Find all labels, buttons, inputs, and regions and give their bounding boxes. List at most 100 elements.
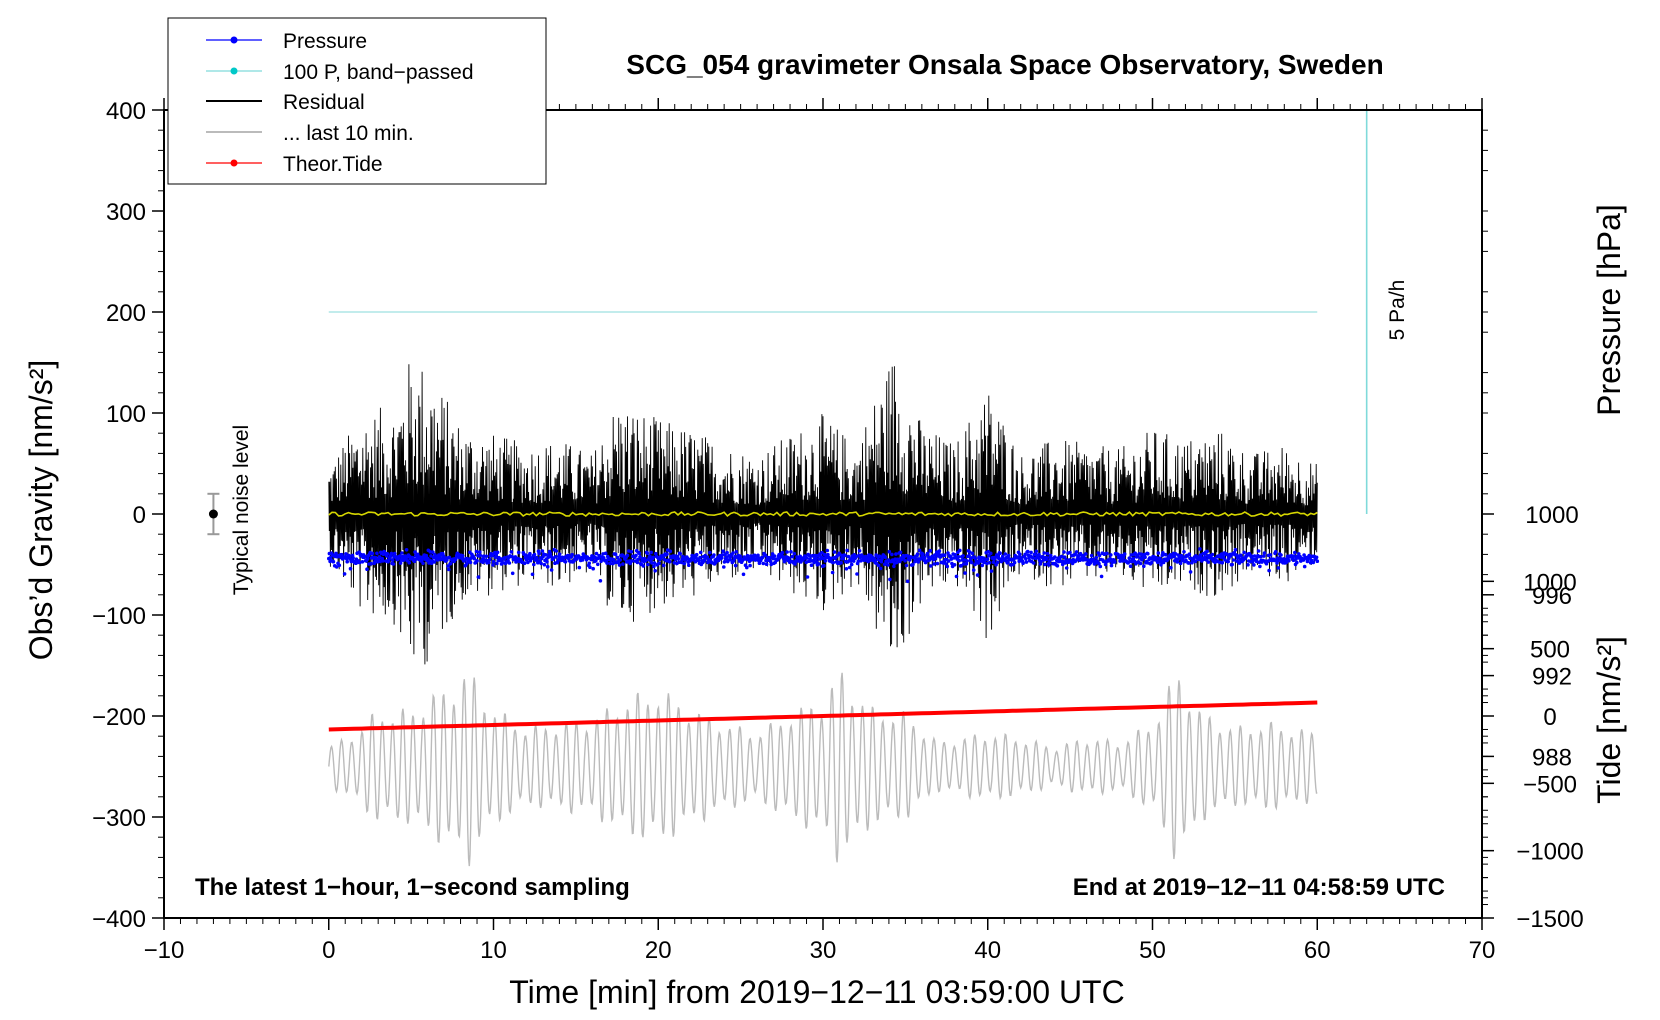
- pressure-point: [1178, 561, 1183, 566]
- pressure-point: [476, 575, 481, 579]
- pressure-point: [577, 565, 582, 570]
- pressure-point: [650, 561, 654, 565]
- x-tick-label: −10: [144, 937, 185, 964]
- pressure-point: [1149, 560, 1154, 565]
- pressure-point: [975, 573, 980, 577]
- pressure-point: [474, 549, 479, 554]
- pressure-point: [1210, 552, 1215, 557]
- pressure-point: [927, 555, 931, 560]
- pressure-point: [790, 554, 795, 559]
- pressure-point: [1097, 561, 1101, 566]
- pressure-point: [487, 560, 491, 565]
- pressure-point: [1220, 560, 1225, 565]
- pressure-point: [1198, 553, 1203, 557]
- pressure-point: [1246, 563, 1250, 567]
- pressure-point: [929, 564, 933, 568]
- pressure-point: [1275, 561, 1279, 565]
- y-axis-title-left: Obs’d Gravity [nm/s²]: [23, 360, 59, 661]
- legend-item-pressure: Pressure: [206, 30, 367, 53]
- pressure-point: [1039, 559, 1043, 564]
- pressure-point: [813, 553, 818, 558]
- pressure-point: [745, 565, 749, 570]
- pressure-point: [923, 555, 927, 560]
- pressure-point: [1016, 556, 1020, 560]
- pressure-point: [843, 553, 847, 558]
- legend-dot-tide: [230, 159, 238, 167]
- pressure-point: [857, 549, 862, 553]
- pressure-point: [344, 552, 348, 556]
- pressure-point: [995, 560, 1000, 564]
- pressure-point: [1172, 554, 1176, 559]
- pressure-point: [1003, 552, 1008, 556]
- pressure-point: [894, 560, 899, 565]
- pressure-point: [748, 563, 752, 568]
- y-tick-label: 200: [106, 300, 146, 327]
- pressure-point: [1047, 563, 1051, 567]
- pressure-point: [989, 551, 993, 556]
- pressure-point: [424, 553, 429, 558]
- y-tick-label: −200: [92, 704, 146, 731]
- pressure-point: [404, 548, 409, 552]
- pressure-point: [720, 556, 724, 560]
- pressure-point: [580, 558, 585, 562]
- pressure-point: [539, 561, 543, 566]
- pressure-point: [830, 570, 835, 575]
- pressure-point: [1237, 561, 1242, 565]
- pressure-point: [617, 563, 622, 567]
- pressure-point: [1302, 564, 1307, 569]
- pressure-point: [987, 560, 992, 565]
- pressure-point: [1242, 550, 1246, 555]
- scale-bar-label: 5 Pa/h: [1386, 280, 1409, 341]
- pressure-point: [839, 560, 843, 565]
- pressure-point: [752, 553, 757, 558]
- pressure-point: [1128, 564, 1133, 568]
- pressure-point: [1258, 554, 1263, 559]
- pressure-point: [484, 554, 489, 559]
- pressure-point: [728, 557, 733, 562]
- pressure-point: [970, 551, 975, 556]
- pressure-point: [1295, 560, 1299, 565]
- pressure-point: [1287, 558, 1291, 563]
- pressure-point: [1024, 560, 1029, 564]
- y-axis-title-pressure: Pressure [hPa]: [1591, 204, 1627, 416]
- tide-tick-label: −1000: [1516, 839, 1583, 866]
- pressure-point: [894, 552, 898, 556]
- pressure-point: [1258, 564, 1262, 569]
- pressure-point: [820, 550, 824, 555]
- pressure-point: [1042, 551, 1046, 555]
- pressure-point: [365, 567, 369, 571]
- pressure-point: [1094, 555, 1099, 560]
- pressure-point: [805, 575, 810, 579]
- pressure-point: [846, 554, 851, 559]
- pressure-point: [1169, 565, 1173, 570]
- pressure-point: [637, 551, 642, 555]
- pressure-point: [1276, 566, 1281, 570]
- tide-tick-label: 500: [1530, 637, 1570, 664]
- pressure-point: [375, 551, 379, 556]
- pressure-point: [412, 559, 417, 564]
- pressure-point: [1041, 555, 1045, 559]
- pressure-point: [1154, 556, 1159, 560]
- pressure-point: [413, 550, 417, 554]
- legend-label-pressure: Pressure: [283, 30, 367, 53]
- pressure-point: [888, 577, 892, 582]
- pressure-point: [898, 550, 903, 555]
- pressure-point: [945, 564, 950, 569]
- pressure-point: [932, 562, 936, 566]
- pressure-point: [1089, 553, 1094, 558]
- pressure-point: [673, 557, 678, 562]
- pressure-tick-label: 996: [1532, 583, 1572, 610]
- pressure-point: [1045, 551, 1050, 556]
- pressure-point: [1315, 559, 1320, 563]
- pressure-point: [1029, 550, 1033, 555]
- pressure-point: [598, 579, 603, 583]
- pressure-point: [389, 551, 394, 556]
- pressure-point: [825, 548, 830, 553]
- pressure-point: [432, 560, 437, 564]
- pressure-point: [478, 553, 483, 558]
- pressure-point: [967, 550, 972, 554]
- x-tick-label: 50: [1139, 937, 1166, 964]
- pressure-point: [1230, 562, 1234, 567]
- pressure-point: [826, 552, 830, 557]
- pressure-point: [1103, 562, 1108, 567]
